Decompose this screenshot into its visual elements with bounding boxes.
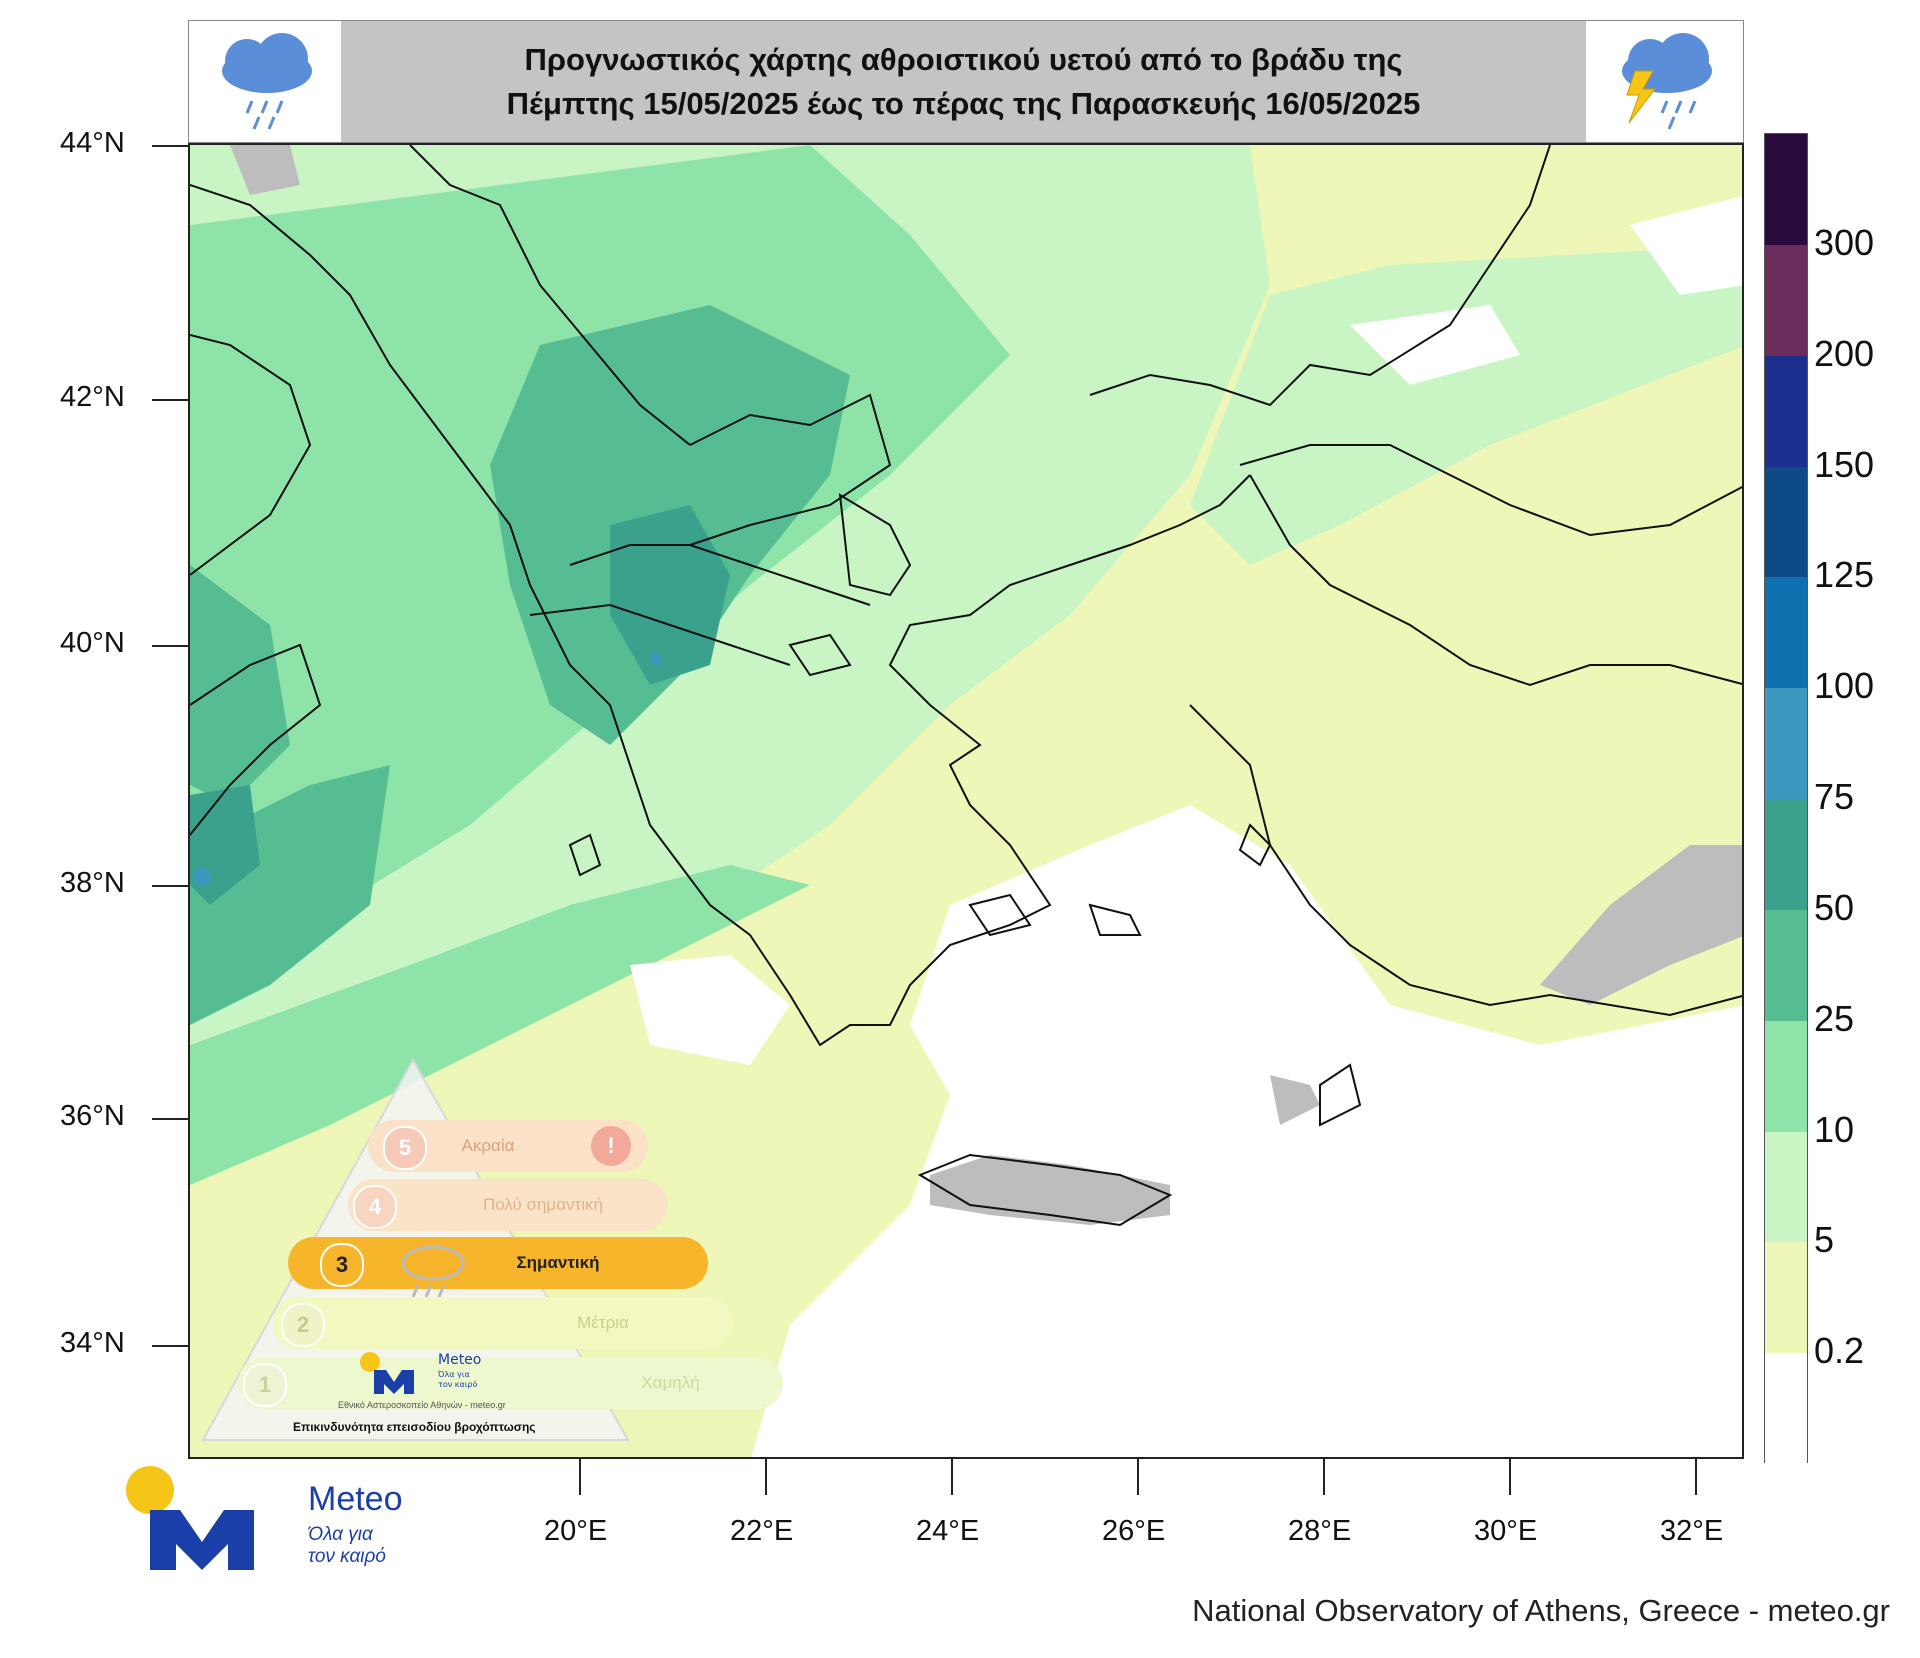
colorbar-label: 150 xyxy=(1814,443,1875,485)
colorbar-segment xyxy=(1765,1353,1807,1465)
lon-tick xyxy=(1695,1459,1697,1495)
lon-label-20: 20°E xyxy=(544,1515,608,1547)
warning-level-2-pill: Μέτρια xyxy=(273,1297,733,1349)
title-line-1: Προγνωστικός χάρτης αθροιστικού υετού απ… xyxy=(524,41,1403,77)
lon-label-32: 32°E xyxy=(1660,1515,1724,1547)
lat-tick xyxy=(152,885,188,887)
map-title: Προγνωστικός χάρτης αθροιστικού υετού απ… xyxy=(341,21,1586,142)
brand-word: Meteo xyxy=(308,1480,403,1518)
lon-tick xyxy=(1137,1459,1139,1495)
colorbar xyxy=(1764,133,1808,1465)
colorbar-label: 200 xyxy=(1814,332,1875,374)
warning-level-3-label: Σημαντική xyxy=(516,1253,600,1272)
meteo-m-icon xyxy=(126,1466,254,1570)
colorbar-label: 5 xyxy=(1814,1219,1835,1261)
colorbar-segment xyxy=(1765,577,1807,690)
colorbar-segment xyxy=(1765,1242,1807,1355)
colorbar-label: 125 xyxy=(1814,554,1875,596)
meteo-logo-small: Meteo Όλα για τον καιρό xyxy=(358,1350,518,1400)
colorbar-label: 25 xyxy=(1814,997,1855,1039)
colorbar-label: 50 xyxy=(1814,886,1855,928)
colorbar-segment xyxy=(1765,466,1807,579)
meteo-logo-sub1: Όλα για xyxy=(438,1370,470,1379)
title-line-2: Πέμπτης 15/05/2025 έως το πέρας της Παρα… xyxy=(506,85,1421,121)
lon-tick xyxy=(579,1459,581,1495)
lat-label-36: 36°N xyxy=(60,1100,125,1132)
colorbar-segment xyxy=(1765,909,1807,1022)
brand-sub-line1: Όλα για xyxy=(308,1524,373,1545)
warning-level-2-badge: 2 xyxy=(281,1303,325,1347)
thunderstorm-cloud-icon xyxy=(1595,31,1735,135)
lat-tick xyxy=(152,145,188,147)
lat-label-40: 40°N xyxy=(60,627,125,659)
footer-credit: National Observatory of Athens, Greece -… xyxy=(1192,1593,1890,1628)
lon-tick xyxy=(765,1459,767,1495)
exclamation-icon: ! xyxy=(591,1126,631,1166)
warning-level-4-pill: Πολύ σημαντική xyxy=(348,1179,668,1231)
lon-label-26: 26°E xyxy=(1102,1515,1166,1547)
meteo-logo-word: Meteo xyxy=(438,1352,482,1368)
lat-tick xyxy=(152,1118,188,1120)
colorbar-segment xyxy=(1765,688,1807,800)
lon-tick xyxy=(951,1459,953,1495)
lat-tick xyxy=(152,645,188,647)
warning-caption: Επικινδυνότητα επεισοδίου βροχόπτωσης xyxy=(293,1420,536,1434)
colorbar-segment xyxy=(1765,134,1807,246)
lat-tick xyxy=(152,399,188,401)
warning-level-3-badge: 3 xyxy=(320,1243,364,1287)
colorbar-segment xyxy=(1765,1020,1807,1133)
colorbar-label: 0.2 xyxy=(1814,1330,1865,1372)
colorbar-segment xyxy=(1765,355,1807,468)
observatory-credit: Εθνικό Αστεροσκοπείο Αθηνών - meteo.gr xyxy=(338,1400,506,1410)
rain-cloud-icon xyxy=(197,31,337,135)
warning-level-1-pill: Χαμηλή xyxy=(238,1357,783,1409)
warning-level-2-label: Μέτρια xyxy=(577,1313,629,1332)
colorbar-segment xyxy=(1765,1131,1807,1244)
warning-level-1-badge: 1 xyxy=(243,1363,287,1407)
lon-label-28: 28°E xyxy=(1288,1515,1352,1547)
lat-label-38: 38°N xyxy=(60,867,125,899)
colorbar-label: 10 xyxy=(1814,1108,1855,1150)
lat-tick xyxy=(152,1345,188,1347)
title-bar: Προγνωστικός χάρτης αθροιστικού υετού απ… xyxy=(188,20,1744,143)
lon-label-30: 30°E xyxy=(1474,1515,1538,1547)
warning-scale-panel: Ακραία 5 ! Πολύ σημαντική 4 Σημαντική 3 … xyxy=(198,1055,798,1445)
lat-label-42: 42°N xyxy=(60,381,125,413)
colorbar-segment xyxy=(1765,244,1807,357)
lat-label-34: 34°N xyxy=(60,1327,125,1359)
brand-sub: Όλα για τον καιρό xyxy=(308,1524,386,1568)
warning-level-4-badge: 4 xyxy=(353,1185,397,1229)
warning-level-1-label: Χαμηλή xyxy=(641,1373,700,1392)
colorbar-label: 75 xyxy=(1814,776,1855,817)
colorbar-label: 100 xyxy=(1814,665,1875,707)
lon-label-24: 24°E xyxy=(916,1515,980,1547)
lon-tick xyxy=(1509,1459,1511,1495)
warning-level-4-label: Πολύ σημαντική xyxy=(482,1195,604,1214)
meteo-brand-logo: Meteo Όλα για τον καιρό xyxy=(120,1460,440,1580)
warning-level-5-badge: 5 xyxy=(383,1126,427,1170)
colorbar-label: 300 xyxy=(1814,221,1875,263)
brand-sub-line2: τον καιρό xyxy=(308,1546,386,1567)
meteo-logo-icon xyxy=(360,1352,414,1394)
warning-level-5-label: Ακραία xyxy=(461,1136,515,1155)
lon-label-22: 22°E xyxy=(730,1515,794,1547)
rain-cloud-icon xyxy=(393,1233,473,1313)
colorbar-segment xyxy=(1765,799,1807,911)
lat-label-44: 44°N xyxy=(60,127,125,159)
lon-tick xyxy=(1323,1459,1325,1495)
meteo-logo-sub2: τον καιρό xyxy=(438,1380,478,1389)
